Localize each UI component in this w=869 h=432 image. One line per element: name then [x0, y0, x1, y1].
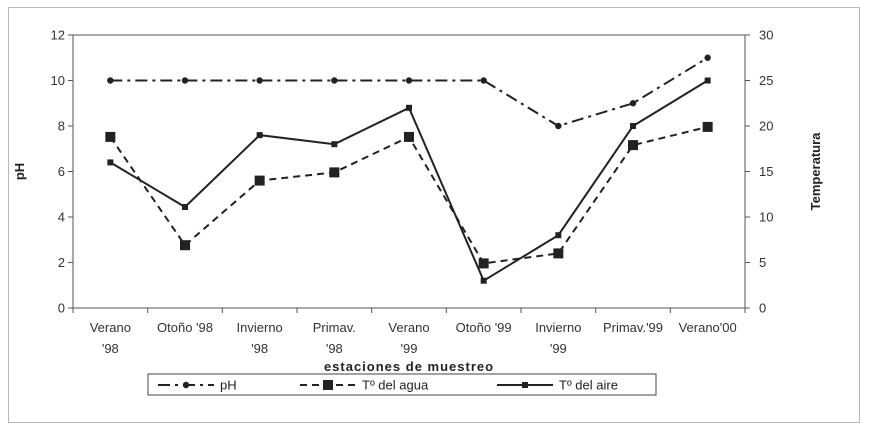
data-point: [405, 77, 413, 84]
legend: pH Tº del agua Tº del aire: [147, 373, 657, 396]
left-y-axis: 0 2 4 6 8 10 12: [51, 28, 73, 316]
plot-border: [72, 34, 746, 309]
data-point: [628, 140, 638, 151]
data-point: [555, 232, 562, 239]
series-ph: [107, 54, 711, 130]
data-point: [480, 277, 487, 284]
data-point: [107, 77, 114, 84]
legend-marker: [522, 382, 528, 388]
right-tick-label: 0: [759, 301, 766, 316]
legend-box: [147, 373, 657, 396]
series-t-del-agua: [105, 121, 713, 269]
legend-label: Tº del agua: [362, 378, 429, 393]
legend-label: pH: [220, 378, 237, 393]
data-point: [406, 104, 412, 111]
x-tick-label: Primav.'99: [603, 320, 663, 335]
right-tick-label: 20: [759, 119, 773, 134]
data-point: [331, 77, 338, 84]
x-tick-label: Otoño '98: [157, 320, 213, 335]
legend-marker: [323, 380, 333, 390]
plot-area: [72, 34, 746, 309]
data-point: [181, 77, 189, 84]
x-tick-label: Verano '98: [90, 320, 131, 356]
x-axis-title: estaciones de muestreo: [324, 359, 494, 374]
x-tick-label: Primav. '98: [313, 320, 356, 356]
series-line: [110, 56, 709, 128]
data-point: [630, 123, 636, 129]
left-tick-label: 2: [58, 255, 65, 270]
data-point: [704, 54, 711, 61]
x-tick-label: Invierno '99: [535, 320, 581, 356]
data-point: [478, 258, 489, 269]
right-tick-label: 30: [759, 28, 773, 43]
legend-entry: Tº del agua: [300, 378, 429, 393]
x-axis: Verano '98 Otoño '98 Invierno '98 Primav. '98 V…: [72, 308, 746, 356]
right-tick-label: 15: [759, 164, 773, 179]
data-point: [404, 131, 414, 142]
data-point: [105, 131, 116, 142]
data-point: [180, 240, 190, 251]
left-tick-label: 12: [51, 28, 65, 43]
left-tick-label: 6: [58, 164, 65, 179]
data-point: [254, 175, 265, 186]
series-layer: [105, 54, 713, 284]
legend-marker: [182, 381, 190, 389]
data-point: [182, 203, 188, 210]
legend-label: Tº del aire: [559, 378, 618, 393]
left-tick-label: 4: [58, 210, 65, 225]
right-tick-label: 25: [759, 73, 773, 88]
data-point: [329, 167, 340, 178]
legend-entry: Tº del aire: [497, 378, 618, 393]
x-tick-label: Verano '99: [388, 320, 429, 356]
data-point: [702, 121, 713, 132]
data-point: [256, 132, 263, 139]
x-tick-label: Otoño '99: [456, 320, 512, 335]
right-tick-label: 5: [759, 255, 766, 270]
left-tick-label: 8: [58, 119, 65, 134]
data-point: [629, 100, 637, 107]
data-point: [256, 77, 263, 84]
series-t-del-aire: [107, 77, 711, 284]
data-point: [553, 248, 564, 259]
left-tick-label: 0: [58, 301, 65, 316]
data-point: [331, 141, 338, 148]
data-point: [480, 77, 487, 84]
x-tick-label: Invierno '98: [237, 320, 283, 356]
y-axis-title-left: pH: [12, 163, 27, 180]
data-point: [107, 159, 114, 166]
legend-entry: pH: [158, 378, 237, 393]
right-y-axis: 0 5 10 15 20 25 30: [745, 28, 773, 316]
y-axis-title-right: Temperatura: [808, 132, 823, 211]
right-tick-label: 10: [759, 210, 773, 225]
data-point: [555, 122, 562, 130]
x-tick-label: Verano'00: [679, 320, 737, 335]
left-tick-label: 10: [51, 73, 65, 88]
data-point: [704, 77, 711, 84]
chart-frame: [8, 7, 860, 423]
